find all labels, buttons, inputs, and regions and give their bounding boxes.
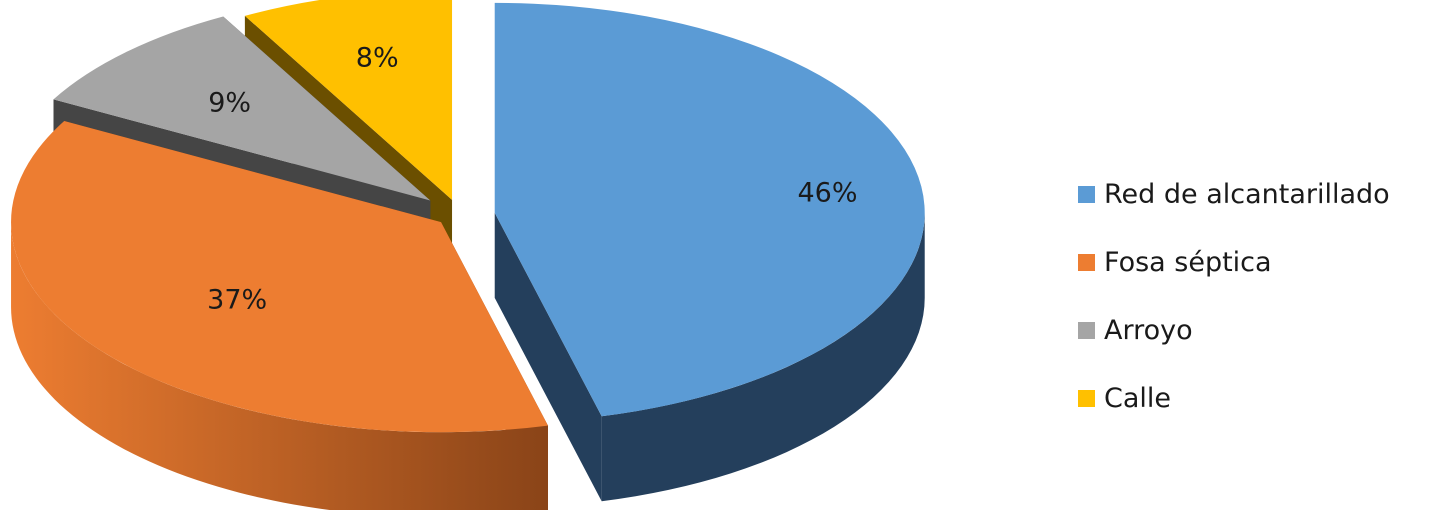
- legend-swatch: [1078, 389, 1095, 407]
- slice-top-face: [53, 16, 431, 201]
- legend-label: Arroyo: [1104, 314, 1193, 346]
- legend-swatch: [1078, 185, 1095, 203]
- legend-item-arroyo: Arroyo: [1078, 296, 1438, 364]
- pie-slice-fosa-s-ptica: [11, 121, 548, 510]
- legend-swatch: [1078, 321, 1095, 339]
- slice-top-face: [11, 121, 548, 433]
- slice-top-face: [244, 0, 453, 200]
- legend-swatch: [1078, 253, 1095, 271]
- legend-item-calle: Calle: [1078, 364, 1438, 432]
- pie-slice-red-de-alcantarillado: [494, 2, 925, 502]
- data-label: 37%: [207, 284, 267, 315]
- pie-plot-area: 46% 37% 9% 8%: [11, 0, 925, 510]
- data-label: 9%: [208, 87, 251, 118]
- slice-side-wall: [601, 212, 925, 502]
- legend-item-fosa-septica: Fosa séptica: [1078, 228, 1438, 296]
- slice-top-face: [494, 2, 925, 417]
- legend-label: Red de alcantarillado: [1104, 178, 1390, 210]
- slice-cut-face: [494, 212, 602, 502]
- data-label: 46%: [797, 177, 857, 208]
- legend-item-red-de-alcantarillado: Red de alcantarillado: [1078, 160, 1438, 228]
- legend-label: Fosa séptica: [1104, 246, 1272, 278]
- slice-side-wall: [11, 222, 548, 510]
- data-label: 8%: [356, 42, 399, 73]
- legend: Red de alcantarillado Fosa séptica Arroy…: [1078, 160, 1438, 432]
- legend-label: Calle: [1104, 382, 1172, 414]
